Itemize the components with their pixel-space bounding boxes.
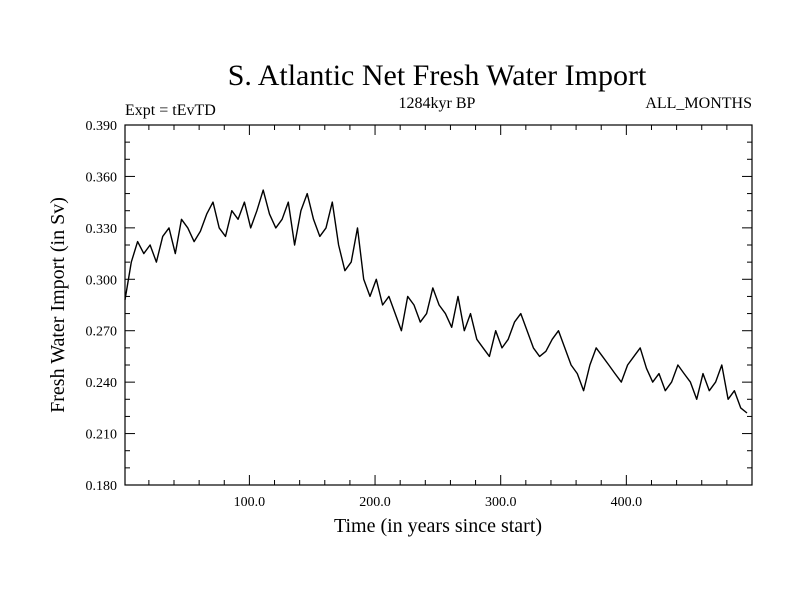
y-tick-label: 0.210: [86, 428, 118, 443]
x-axis-label: Time (in years since start): [334, 515, 542, 537]
y-tick-label: 0.270: [86, 325, 118, 340]
x-tick-label: 200.0: [359, 495, 391, 510]
y-tick-label: 0.390: [86, 119, 118, 134]
x-tick-label: 100.0: [234, 495, 266, 510]
y-tick-label: 0.300: [86, 273, 118, 288]
subtitle-experiment: Expt = tEvTD: [125, 102, 216, 119]
subtitle-epoch: 1284kyr BP: [399, 95, 476, 112]
chart-title: S. Atlantic Net Fresh Water Import: [228, 59, 647, 92]
x-tick-label: 300.0: [485, 495, 517, 510]
plot-frame: [124, 124, 753, 486]
y-tick-label: 0.360: [86, 170, 118, 185]
x-tick-label: 400.0: [611, 495, 643, 510]
y-tick-label: 0.330: [86, 222, 118, 237]
y-tick-label: 0.240: [86, 376, 118, 391]
fresh-water-series-line: [124, 189, 748, 414]
y-axis-label: Fresh Water Import (in Sv): [47, 197, 69, 413]
subtitle-months: ALL_MONTHS: [645, 95, 752, 112]
y-tick-label: 0.180: [86, 479, 118, 494]
plot-area: 100.0 200.0 300.0 400.0 0.180 0.210 0.240 0.270…: [86, 119, 753, 510]
